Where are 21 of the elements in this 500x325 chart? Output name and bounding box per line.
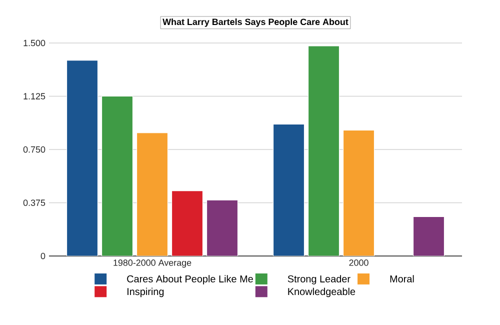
y-tick-label: 1.500 <box>24 40 46 46</box>
bar <box>412 216 445 256</box>
legend-label: Inspiring <box>128 288 164 298</box>
x-tick-label: 2000 <box>349 260 368 266</box>
chart-title: What Larry Bartels Says People Care About <box>162 18 348 27</box>
bar <box>66 60 98 256</box>
bar <box>342 130 375 256</box>
bar <box>272 124 305 256</box>
y-tick-label: 0 <box>40 252 46 260</box>
y-tick-label: 0.750 <box>23 146 46 153</box>
x-tick-label: 1980-2000 Average <box>114 260 192 268</box>
legend-label: Knowledgeable <box>288 288 356 298</box>
bar <box>206 200 238 256</box>
y-tick-label: 0.375 <box>23 200 46 206</box>
bar <box>136 132 168 256</box>
legend-label: Strong Leader <box>288 275 350 284</box>
bar <box>101 96 134 256</box>
y-tick-label: 1.125 <box>24 93 46 100</box>
bar <box>308 46 340 256</box>
legend-label: Moral <box>390 275 414 282</box>
legend-label: Cares About People Like Me <box>127 275 253 284</box>
